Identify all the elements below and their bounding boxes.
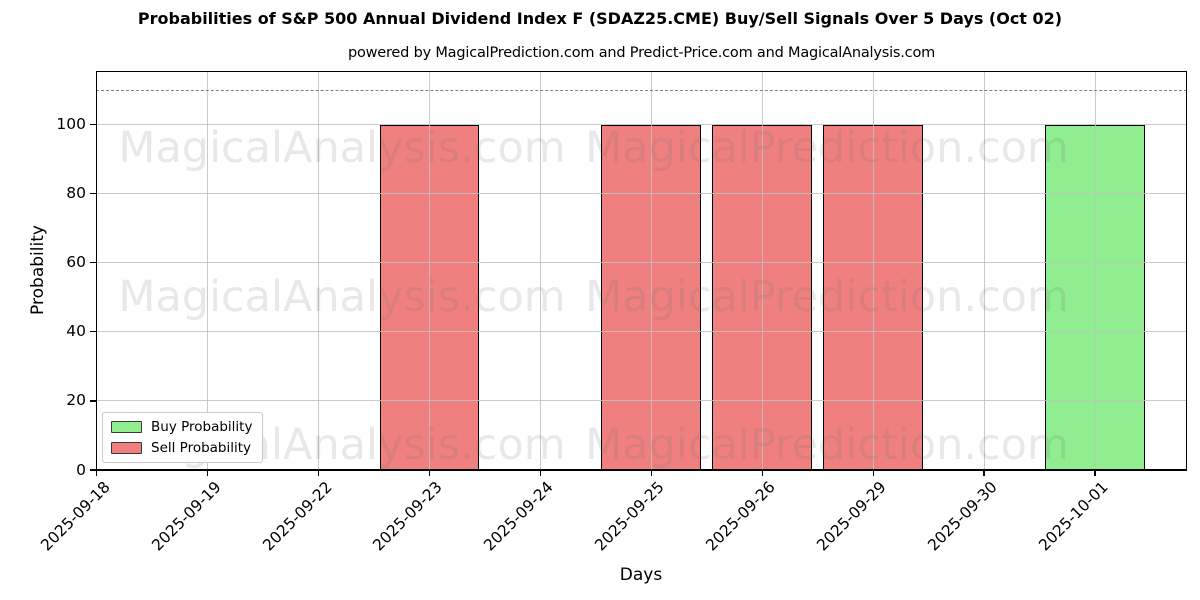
x-gridline — [983, 71, 985, 470]
plot-spine-top — [96, 71, 1187, 73]
y-gridline — [96, 193, 1187, 195]
y-tick-label: 40 — [66, 322, 86, 341]
y-gridline — [96, 262, 1187, 264]
x-tick-label: 2025-09-23 — [369, 478, 447, 555]
watermark-text: MagicalAnalysis.com — [118, 272, 566, 322]
plot-spine-left — [96, 71, 98, 470]
y-tick-label: 100 — [56, 115, 86, 134]
x-gridline — [1094, 71, 1096, 470]
x-gridline — [318, 71, 320, 470]
legend-label: Buy Probability — [151, 418, 253, 435]
chart-title: Probabilities of S&P 500 Annual Dividend… — [137, 9, 1063, 28]
x-tick-mark — [539, 470, 542, 476]
x-gridline — [428, 71, 430, 470]
plot-area: MagicalAnalysis.com MagicalPrediction.co… — [96, 71, 1187, 470]
x-tick-label: 2025-09-22 — [258, 478, 336, 555]
watermark-text: MagicalAnalysis.com — [118, 123, 566, 173]
sell-swatch-icon — [111, 441, 142, 454]
x-tick-mark — [761, 470, 763, 476]
watermark-text: MagicalPrediction.com — [585, 420, 1069, 470]
y-tick-mark — [90, 400, 96, 402]
y-tick-label: 20 — [66, 391, 86, 410]
y-tick-mark — [90, 262, 96, 264]
buy-swatch-icon — [111, 420, 142, 433]
plot-spine-bottom — [96, 469, 1187, 471]
watermark-text: MagicalPrediction.com — [585, 272, 1069, 322]
x-axis-label: Days — [619, 565, 663, 585]
legend-item-buy: Buy Probability — [111, 419, 252, 435]
x-gridline — [207, 71, 209, 470]
x-tick-mark — [206, 470, 209, 476]
x-gridline — [650, 71, 652, 470]
y-tick-label: 80 — [66, 184, 86, 203]
x-tick-label: 2025-09-19 — [147, 478, 225, 555]
x-tick-label: 2025-09-30 — [924, 478, 1001, 555]
watermark-text: MagicalPrediction.com — [585, 123, 1069, 173]
chart-subtitle: powered by MagicalPrediction.com and Pre… — [347, 45, 936, 61]
legend: Buy Probability Sell Probability — [102, 411, 264, 463]
y-gridline — [96, 124, 1187, 126]
x-tick-mark — [983, 470, 985, 476]
x-tick-label: 2025-09-18 — [36, 478, 114, 555]
y-tick-mark — [90, 331, 96, 333]
x-tick-mark — [428, 470, 431, 476]
y-tick-label: 0 — [76, 460, 86, 479]
x-tick-mark — [1094, 470, 1096, 476]
plot-spine-right — [1185, 71, 1187, 470]
y-tick-label: 60 — [66, 253, 86, 272]
x-tick-mark — [872, 470, 874, 476]
y-tick-mark — [90, 469, 96, 471]
x-tick-mark — [317, 470, 320, 476]
x-gridline — [872, 71, 874, 470]
x-tick-label: 2025-10-01 — [1035, 478, 1112, 555]
x-tick-mark — [650, 470, 652, 476]
legend-label: Sell Probability — [151, 439, 252, 456]
y-tick-mark — [90, 123, 96, 126]
x-tick-mark — [96, 470, 98, 476]
y-tick-mark — [90, 192, 96, 195]
legend-item-sell: Sell Probability — [111, 440, 252, 456]
dashed-reference-line — [96, 90, 1187, 91]
x-gridline — [539, 71, 541, 470]
x-tick-label: 2025-09-25 — [591, 478, 669, 555]
x-gridline — [761, 71, 763, 470]
x-tick-label: 2025-09-29 — [813, 478, 890, 555]
x-tick-label: 2025-09-26 — [702, 478, 779, 555]
x-tick-label: 2025-09-24 — [480, 478, 558, 555]
y-gridline — [96, 400, 1187, 402]
y-gridline — [96, 331, 1187, 333]
